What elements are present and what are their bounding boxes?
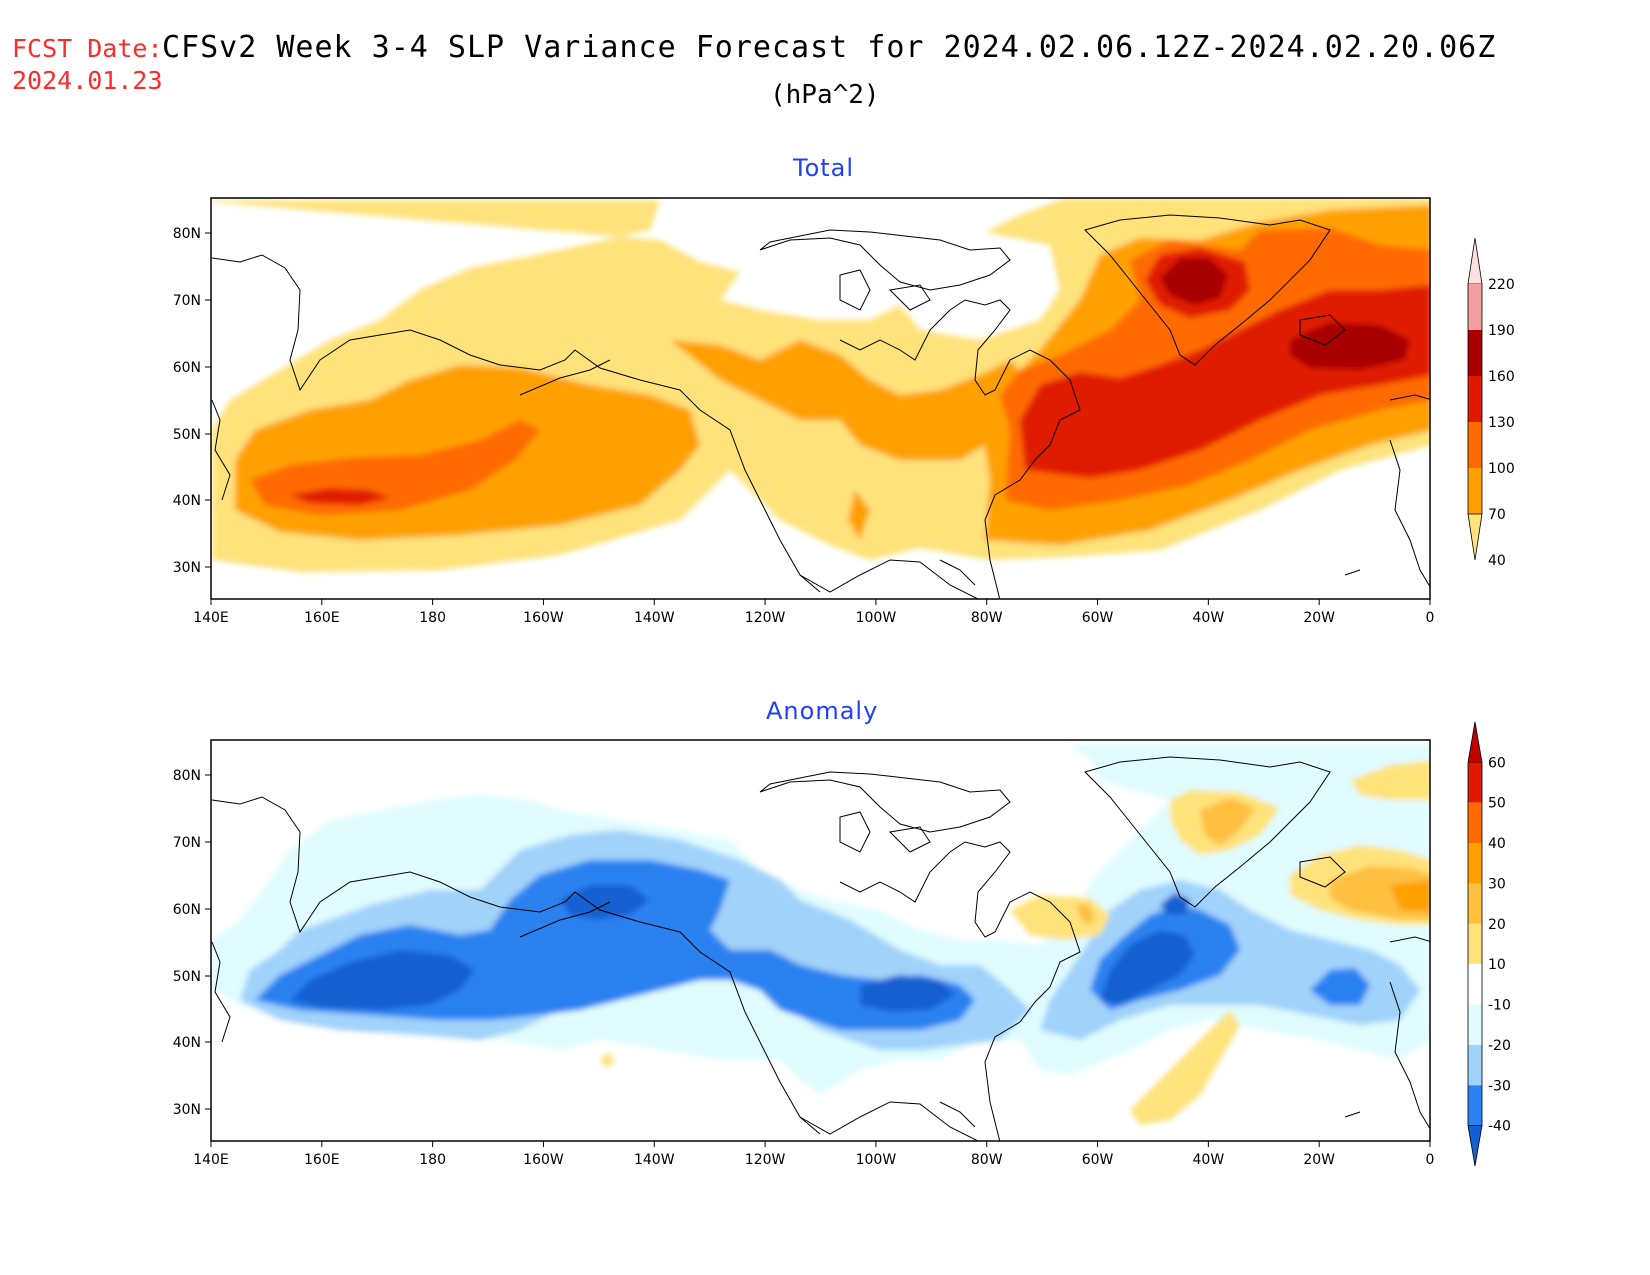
anomaly-colorbar: 60 50 40 30 20 10 -10 -20 -30 -40 [1467, 721, 1511, 1167]
anomaly-map: 80N 70N 60N 50N 40N 30N 140E 160E 180 160W 140W 12… [173, 721, 1511, 1168]
lon-tick-label: 40W [1193, 1152, 1225, 1168]
lon-tick-label: 0 [1426, 610, 1435, 626]
lon-tick-label: 80W [971, 1152, 1003, 1168]
panel-title-total: Total [793, 154, 855, 182]
colorbar-label: 130 [1488, 415, 1515, 431]
anomaly-shading [212, 745, 1430, 1125]
colorbar-label: 220 [1488, 277, 1515, 293]
lon-tick-label: 100W [856, 1152, 897, 1168]
colorbar-label: -20 [1488, 1038, 1511, 1054]
total-shading [211, 198, 1430, 572]
anomaly-lat-axis: 80N 70N 60N 50N 40N 30N [173, 768, 211, 1118]
lat-tick-label: 60N [173, 902, 201, 918]
total-lat-axis: 80N 70N 60N 50N 40N 30N [173, 226, 211, 576]
lon-tick-label: 0 [1426, 1152, 1435, 1168]
panel-title-anomaly: Anomaly [766, 697, 879, 725]
colorbar-label: 100 [1488, 461, 1515, 477]
map-title: CFSv2 Week 3-4 SLP Variance Forecast for… [162, 30, 1497, 65]
lat-tick-label: 40N [173, 1035, 201, 1051]
lat-tick-label: 40N [173, 493, 201, 509]
anomaly-lon-axis: 140E 160E 180 160W 140W 120W 100W 80W 60W 40W 20W 0 [193, 1141, 1434, 1168]
colorbar-swatch [1468, 923, 1482, 965]
colorbar-label: 190 [1488, 323, 1515, 339]
colorbar-label: 40 [1488, 836, 1506, 852]
colorbar-bottom-arrow [1467, 513, 1483, 561]
lon-tick-label: 140E [193, 1152, 229, 1168]
colorbar-swatch [1468, 802, 1482, 844]
total-lon-axis: 140E 160E 180 160W 140W 120W 100W 80W 60W 40W 20W 0 [193, 599, 1434, 626]
colorbar-swatch [1468, 1004, 1482, 1045]
colorbar-label: -40 [1488, 1119, 1511, 1135]
colorbar-label: 160 [1488, 369, 1515, 385]
lon-tick-label: 80W [971, 610, 1003, 626]
lat-tick-label: 30N [173, 1102, 201, 1118]
lon-tick-label: 140E [193, 610, 229, 626]
map-units: (hPa^2) [770, 80, 880, 110]
lon-tick-label: 40W [1193, 610, 1225, 626]
colorbar-label: -10 [1488, 998, 1511, 1014]
lon-tick-label: 20W [1303, 1152, 1335, 1168]
lon-tick-label: 20W [1303, 610, 1335, 626]
colorbar-label: 20 [1488, 917, 1506, 933]
lon-tick-label: 60W [1082, 610, 1114, 626]
lat-tick-label: 80N [173, 226, 201, 242]
lon-tick-label: 120W [745, 610, 786, 626]
lon-tick-label: 140W [634, 610, 675, 626]
lon-tick-label: 140W [634, 1152, 675, 1168]
colorbar-bottom-arrow [1467, 1125, 1483, 1167]
anomaly-coastlines [211, 756, 1430, 1141]
fcst-label: FCST Date: [12, 34, 163, 63]
total-map: 80N 70N 60N 50N 40N 30N 140E 160E 180 160W 140W 12… [173, 197, 1515, 626]
lon-tick-label: 160E [304, 610, 340, 626]
total-colorbar: 220 190 160 130 100 70 40 [1467, 237, 1515, 569]
lat-tick-label: 50N [173, 427, 201, 443]
total-coastlines [211, 214, 1430, 599]
colorbar-swatch [1468, 1044, 1482, 1086]
lon-tick-label: 160W [523, 1152, 564, 1168]
lat-tick-label: 70N [173, 293, 201, 309]
lat-tick-label: 70N [173, 835, 201, 851]
colorbar-label: 40 [1488, 553, 1506, 569]
lon-tick-label: 180 [419, 1152, 446, 1168]
colorbar-swatch [1468, 762, 1482, 803]
colorbar-swatch [1468, 883, 1482, 924]
anomaly-map-frame [210, 739, 1431, 1142]
lat-tick-label: 60N [173, 360, 201, 376]
colorbar-top-arrow [1467, 721, 1483, 763]
lat-tick-label: 30N [173, 560, 201, 576]
total-map-frame [210, 197, 1431, 600]
colorbar-label: 30 [1488, 876, 1506, 892]
lon-tick-label: 100W [856, 610, 897, 626]
colorbar-swatch [1468, 1085, 1482, 1126]
colorbar-swatch [1468, 422, 1482, 468]
colorbar-label: 70 [1488, 507, 1506, 523]
colorbar-top-arrow [1467, 237, 1483, 285]
colorbar-label: -30 [1488, 1078, 1511, 1094]
colorbar-swatch [1468, 330, 1482, 376]
lat-tick-label: 50N [173, 969, 201, 985]
colorbar-label: 10 [1488, 957, 1506, 973]
colorbar-swatch [1468, 843, 1482, 884]
colorbar-label: 50 [1488, 796, 1506, 812]
colorbar-swatch [1467, 963, 1483, 1006]
lon-tick-label: 160E [304, 1152, 340, 1168]
lon-tick-label: 120W [745, 1152, 786, 1168]
colorbar-swatch [1468, 376, 1482, 422]
colorbar-swatch [1468, 468, 1482, 514]
lat-tick-label: 80N [173, 768, 201, 784]
lon-tick-label: 180 [419, 610, 446, 626]
colorbar-label: 60 [1488, 755, 1506, 771]
lon-tick-label: 160W [523, 610, 564, 626]
fcst-date: 2024.01.23 [12, 66, 163, 95]
lon-tick-label: 60W [1082, 1152, 1114, 1168]
colorbar-swatch [1468, 284, 1482, 330]
